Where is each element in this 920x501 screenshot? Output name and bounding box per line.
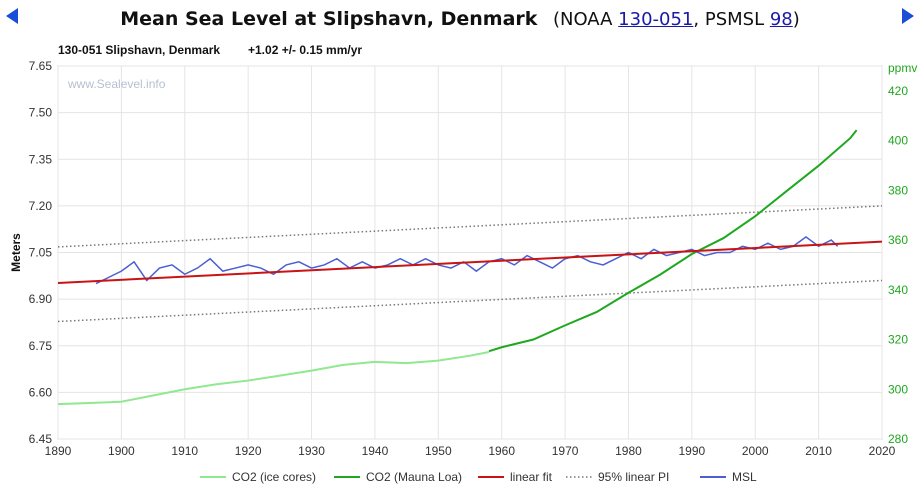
y-tick-label: 7.05 <box>29 246 53 260</box>
legend-label: linear fit <box>510 470 553 484</box>
x-tick-label: 1970 <box>552 444 579 458</box>
trend-label: +1.02 +/- 0.15 mm/yr <box>248 43 363 57</box>
y-tick-label: 7.50 <box>29 106 53 120</box>
legend-label: 95% linear PI <box>598 470 669 484</box>
psmsl-link[interactable]: 98 <box>769 9 793 30</box>
legend-label: CO2 (ice cores) <box>232 470 316 484</box>
y2-axis-label: ppmv <box>888 61 917 75</box>
msl-line <box>95 236 839 285</box>
y-tick-label: 6.45 <box>29 432 53 446</box>
close-paren: ) <box>792 9 800 30</box>
y2-tick-label: 360 <box>888 233 908 247</box>
x-tick-label: 1900 <box>108 444 135 458</box>
co2-ice-line <box>57 350 490 406</box>
legend-label: MSL <box>732 470 757 484</box>
y-axis-label: Meters <box>9 233 23 272</box>
co2-mauna-line <box>488 129 858 353</box>
x-tick-label: 2020 <box>869 444 896 458</box>
y2-tick-label: 300 <box>888 382 908 396</box>
y-tick-label: 6.90 <box>29 292 53 306</box>
title-ids: (NOAA 130-051, PSMSL 98) <box>553 9 800 30</box>
x-tick-label: 1960 <box>488 444 515 458</box>
x-tick-label: 1950 <box>425 444 452 458</box>
x-tick-label: 1920 <box>235 444 262 458</box>
x-tick-label: 1910 <box>171 444 198 458</box>
x-tick-label: 1930 <box>298 444 325 458</box>
x-tick-label: 1890 <box>45 444 72 458</box>
y2-tick-label: 400 <box>888 134 908 148</box>
y2-tick-label: 340 <box>888 283 908 297</box>
y2-tick-label: 320 <box>888 333 908 347</box>
x-tick-label: 1980 <box>615 444 642 458</box>
noaa-link[interactable]: 130-051 <box>618 9 694 30</box>
psmsl-prefix: , PSMSL <box>693 9 765 30</box>
y-tick-label: 6.75 <box>29 339 53 353</box>
legend-label: CO2 (Mauna Loa) <box>366 470 462 484</box>
y2-tick-label: 420 <box>888 84 908 98</box>
noaa-prefix: (NOAA <box>552 9 613 30</box>
next-station-icon[interactable] <box>902 8 914 24</box>
page-title: Mean Sea Level at Slipshavn, Denmark (NO… <box>0 8 920 31</box>
y2-tick-label: 280 <box>888 432 908 446</box>
station-label: 130-051 Slipshavn, Denmark <box>58 43 221 57</box>
x-tick-label: 1990 <box>678 444 705 458</box>
y-tick-label: 7.65 <box>29 59 53 73</box>
chart-title: Mean Sea Level at Slipshavn, Denmark <box>120 8 538 30</box>
x-tick-label: 2000 <box>742 444 769 458</box>
prev-station-icon[interactable] <box>6 8 18 24</box>
pi-lower-line <box>57 279 883 323</box>
x-tick-label: 1940 <box>362 444 389 458</box>
x-tick-label: 2010 <box>805 444 832 458</box>
watermark-text: www.Sealevel.info <box>67 77 166 91</box>
y-tick-label: 7.20 <box>29 199 53 213</box>
linear-fit-line <box>57 240 883 284</box>
y-tick-label: 7.35 <box>29 152 53 166</box>
pi-upper-line <box>57 205 883 248</box>
y2-tick-label: 380 <box>888 183 908 197</box>
y-tick-label: 6.60 <box>29 385 53 399</box>
